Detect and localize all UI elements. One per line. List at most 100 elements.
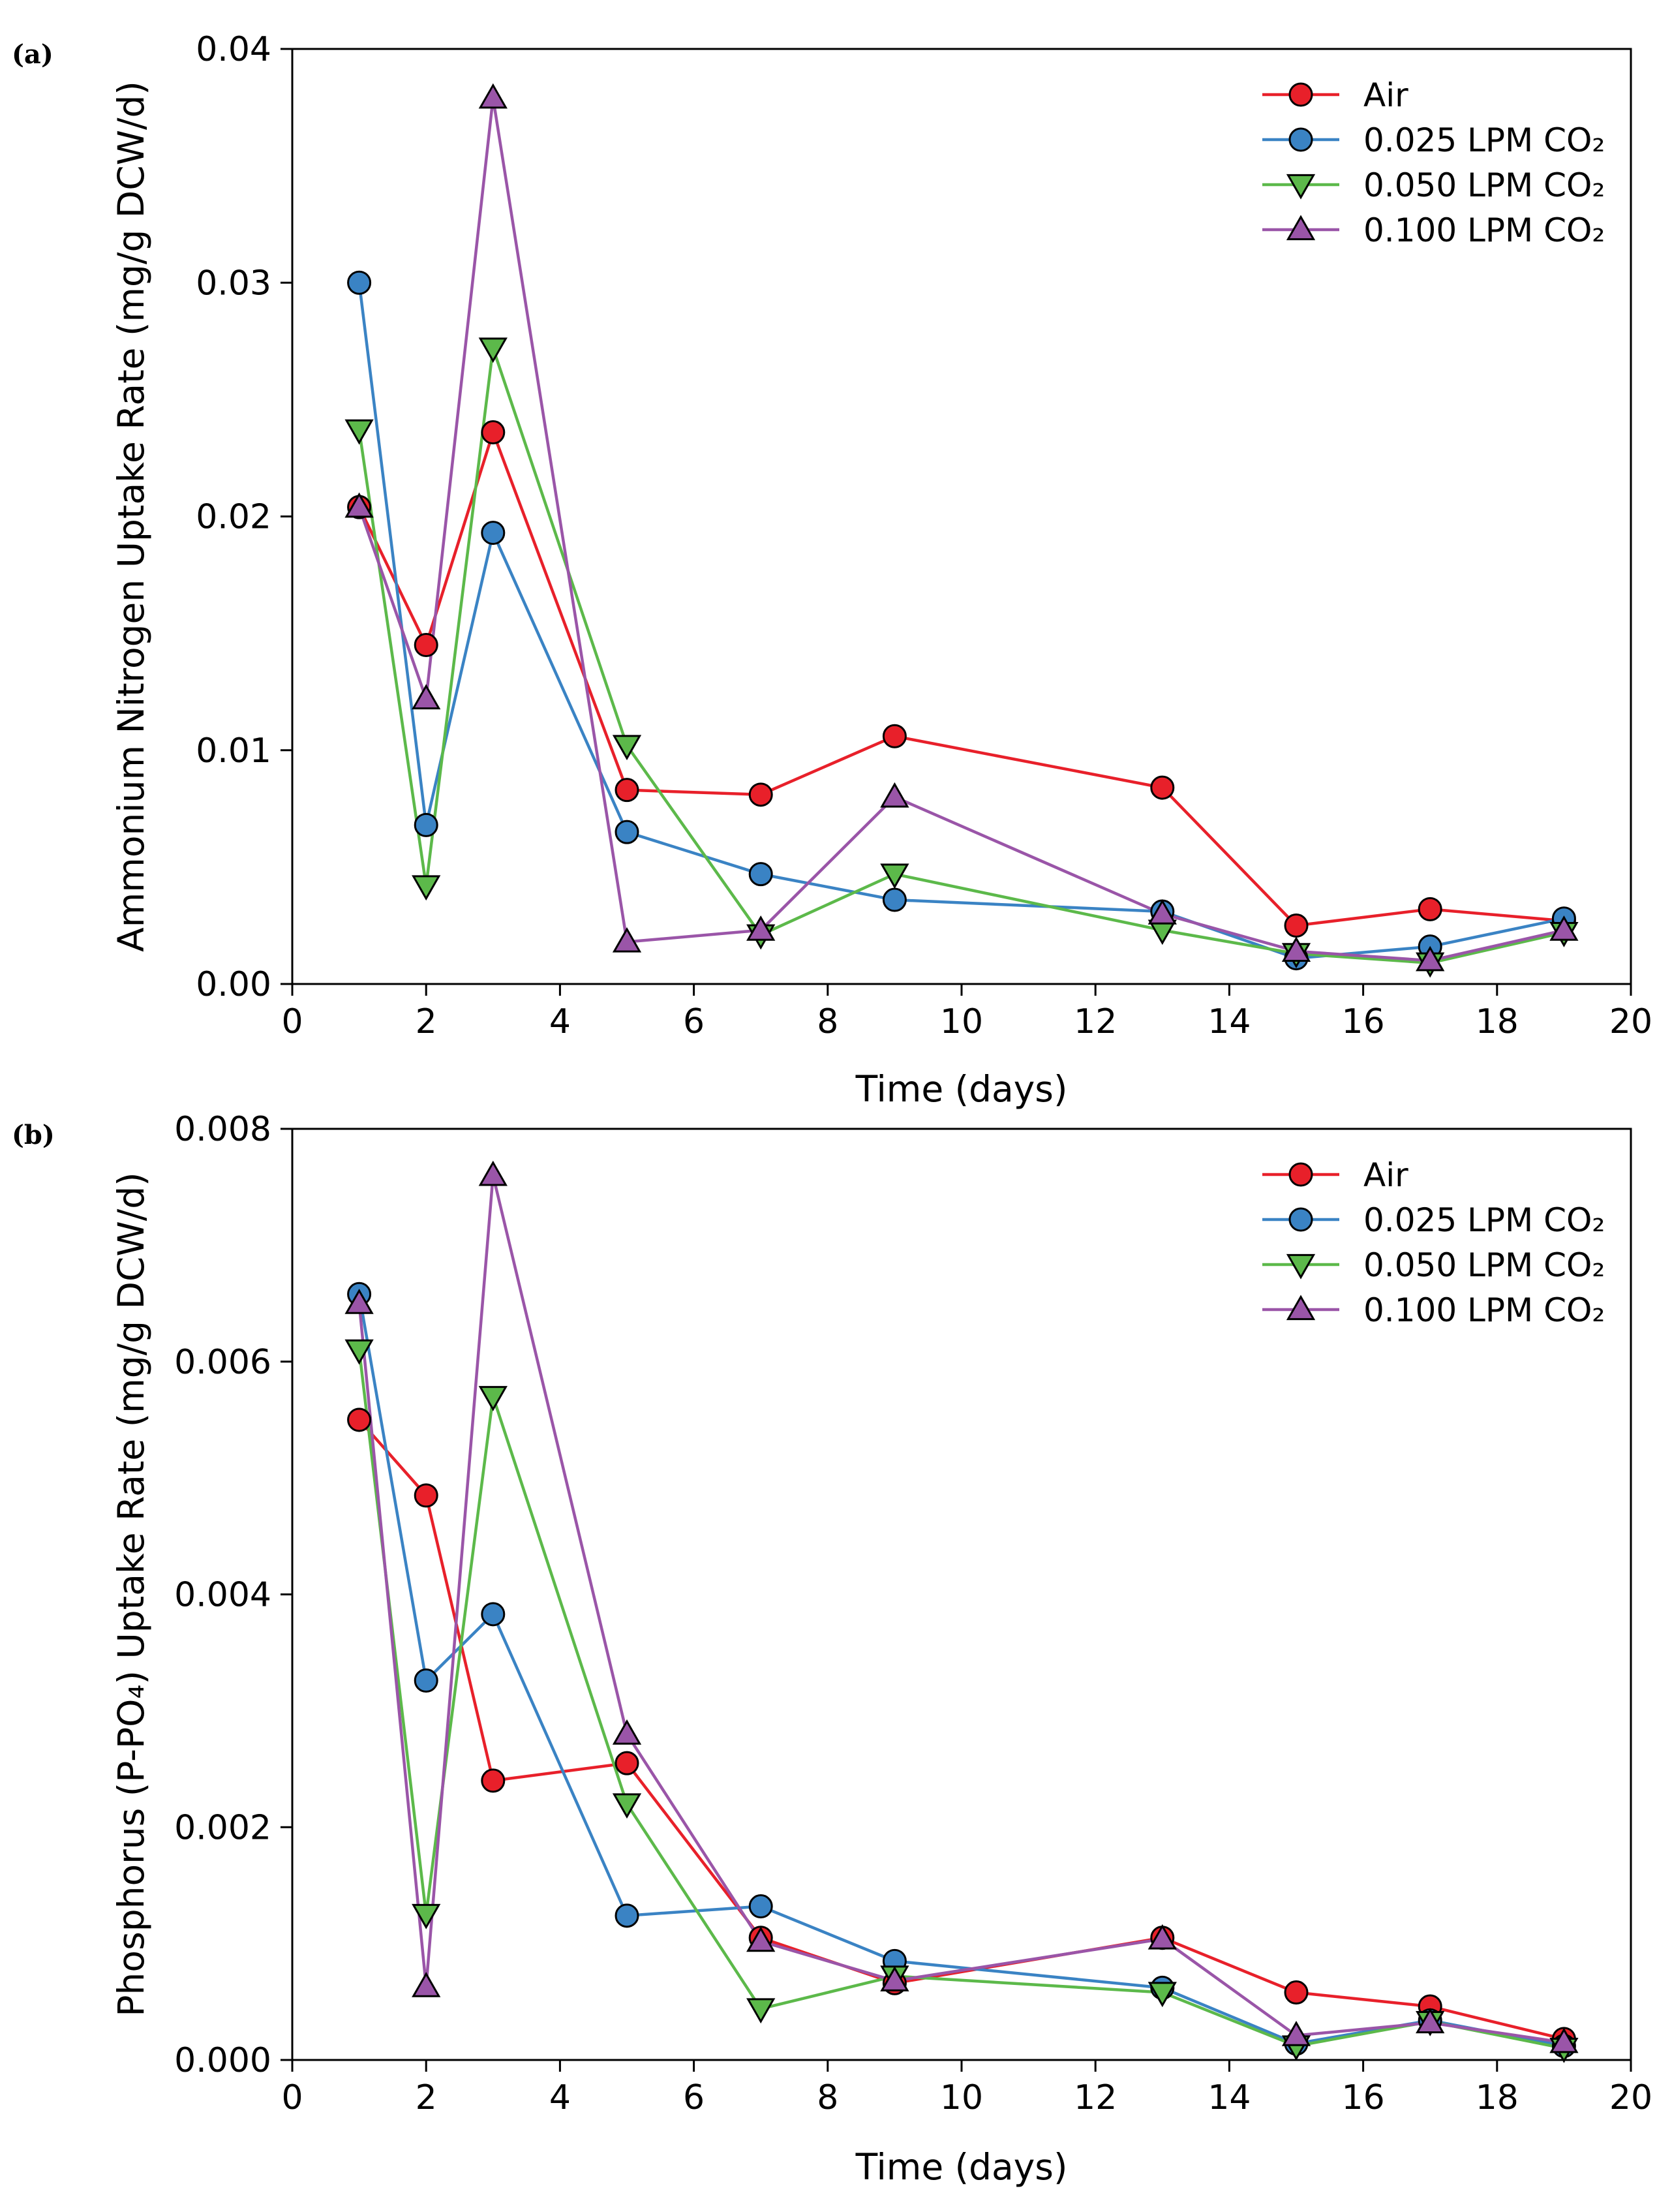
data-point-0-025-lpm-co — [414, 812, 438, 837]
data-point-0-025-lpm-co — [481, 521, 506, 545]
data-point-0-100-lpm-co — [478, 83, 508, 109]
data-point-0-100-lpm-co — [344, 492, 374, 518]
panel-a-label: (a) — [12, 39, 53, 70]
series-line-0-050-lpm-co — [357, 346, 1564, 965]
series-line-air — [357, 431, 1564, 927]
data-point-0-100-lpm-co — [412, 684, 441, 710]
x-tick-label: 16 — [1342, 1002, 1385, 1041]
data-point-0-025-lpm-co — [615, 1903, 639, 1928]
legend-label-0-100-lpm-co: 0.100 LPM CO₂ — [1363, 211, 1605, 249]
x-tick-label: 6 — [683, 2078, 705, 2117]
data-point-0-100-lpm-co — [746, 915, 776, 941]
data-point-air — [481, 1768, 506, 1793]
legend-label-air: Air — [1363, 1156, 1408, 1194]
x-axis-label: Time (days) — [855, 1068, 1068, 1110]
y-tick-label: 0.006 — [174, 1343, 271, 1382]
x-tick-label: 20 — [1609, 1002, 1652, 1041]
series-line-0-100-lpm-co — [357, 96, 1564, 962]
legend-marker-0-050-lpm-co — [1286, 1253, 1316, 1280]
legend-label-0-025-lpm-co: 0.025 LPM CO₂ — [1363, 121, 1605, 159]
y-tick-label: 0.004 — [174, 1576, 271, 1615]
y-tick-label: 0.04 — [196, 30, 271, 69]
data-point-air — [1418, 897, 1442, 921]
data-point-air — [1150, 775, 1175, 800]
x-tick-label: 8 — [817, 2078, 838, 2117]
x-tick-label: 2 — [416, 2078, 437, 2117]
data-point-0-100-lpm-co — [1148, 1924, 1177, 1950]
data-point-air — [414, 1483, 438, 1508]
series-line-0-025-lpm-co — [357, 1293, 1564, 2048]
legend-label-air: Air — [1363, 76, 1408, 114]
y-tick-label: 0.00 — [196, 965, 271, 1004]
x-axis-label: Time (days) — [855, 2146, 1068, 2188]
data-point-0-100-lpm-co — [1416, 945, 1445, 972]
data-point-air — [882, 724, 907, 748]
data-point-0-050-lpm-co — [746, 1998, 776, 2024]
x-tick-label: 20 — [1609, 2078, 1652, 2117]
data-point-0-050-lpm-co — [412, 1903, 441, 1929]
panel-b-label: (b) — [12, 1120, 55, 1150]
y-tick-label: 0.002 — [174, 1808, 271, 1847]
x-tick-label: 14 — [1208, 1002, 1251, 1041]
x-tick-label: 4 — [549, 1002, 571, 1041]
data-point-0-100-lpm-co — [746, 1926, 776, 1952]
x-tick-label: 10 — [940, 1002, 983, 1041]
data-point-0-025-lpm-co — [615, 820, 639, 844]
ammonium-chart: 0 2 4 6 8 10 12 14 16 18 20 0.00 0.01 0.02 0.03 0.04 Tim… — [110, 30, 1652, 1110]
data-point-0-100-lpm-co — [1281, 2020, 1311, 2046]
series-line-air — [357, 1419, 1564, 2041]
data-point-air — [347, 1407, 372, 1432]
data-point-0-100-lpm-co — [1281, 936, 1311, 962]
series-line-0-100-lpm-co — [357, 1174, 1564, 2044]
legend-label-0-025-lpm-co: 0.025 LPM CO₂ — [1363, 1201, 1605, 1239]
data-point-0-100-lpm-co — [880, 1966, 909, 1991]
data-point-0-025-lpm-co — [748, 862, 773, 887]
x-tick-label: 0 — [281, 1002, 303, 1041]
data-point-0-050-lpm-co — [478, 1386, 508, 1411]
x-tick-label: 12 — [1074, 1002, 1117, 1041]
y-axis-label: Phosphorus (P-PO₄) Uptake Rate (mg/g DCW… — [110, 1172, 152, 2016]
data-point-air — [1284, 1980, 1309, 2005]
y-tick-label: 0.02 — [196, 498, 271, 537]
legend-label-0-050-lpm-co: 0.050 LPM CO₂ — [1363, 1246, 1605, 1284]
data-point-0-100-lpm-co — [1416, 2008, 1445, 2034]
data-point-0-025-lpm-co — [748, 1894, 773, 1919]
legend-marker-0-100-lpm-co — [1286, 1295, 1316, 1321]
legend-marker-0-050-lpm-co — [1286, 174, 1316, 200]
data-point-0-100-lpm-co — [880, 782, 909, 808]
legend-marker-air — [1288, 1162, 1313, 1187]
data-point-0-050-lpm-co — [1148, 1982, 1177, 2008]
data-point-0-050-lpm-co — [344, 1339, 374, 1365]
legend-label-0-100-lpm-co: 0.100 LPM CO₂ — [1363, 1291, 1605, 1329]
x-tick-label: 12 — [1074, 2078, 1117, 2117]
data-point-0-050-lpm-co — [412, 875, 441, 901]
data-point-0-050-lpm-co — [612, 1793, 642, 1819]
data-point-air — [414, 633, 438, 658]
data-point-0-100-lpm-co — [1549, 2027, 1579, 2053]
data-point-0-100-lpm-co — [612, 1719, 642, 1745]
series-line-0-050-lpm-co — [357, 1349, 1564, 2050]
data-point-0-025-lpm-co — [481, 1602, 506, 1627]
legend-label-0-050-lpm-co: 0.050 LPM CO₂ — [1363, 166, 1605, 204]
data-point-air — [615, 1751, 639, 1775]
data-point-0-100-lpm-co — [1148, 899, 1177, 925]
x-tick-label: 4 — [549, 2078, 571, 2117]
data-point-0-025-lpm-co — [882, 887, 907, 912]
x-tick-label: 18 — [1476, 2078, 1519, 2117]
data-point-0-100-lpm-co — [478, 1160, 508, 1186]
data-point-air — [481, 420, 506, 445]
x-tick-label: 6 — [683, 1002, 705, 1041]
data-point-0-025-lpm-co — [414, 1668, 438, 1693]
x-tick-label: 8 — [817, 1002, 838, 1041]
phosphorus-chart: 0 2 4 6 8 10 12 14 16 18 20 0.000 0.002 0.004 0.006 0.0… — [110, 1110, 1652, 2188]
x-tick-label: 2 — [416, 1002, 437, 1041]
legend-marker-0-025-lpm-co — [1288, 1207, 1313, 1232]
x-tick-label: 16 — [1342, 2078, 1385, 2117]
data-point-0-100-lpm-co — [412, 1972, 441, 1997]
data-point-0-050-lpm-co — [612, 735, 642, 761]
series-line-0-025-lpm-co — [357, 282, 1564, 960]
legend-marker-air — [1288, 82, 1313, 107]
legend-marker-0-025-lpm-co — [1288, 127, 1313, 152]
x-tick-label: 18 — [1476, 1002, 1519, 1041]
